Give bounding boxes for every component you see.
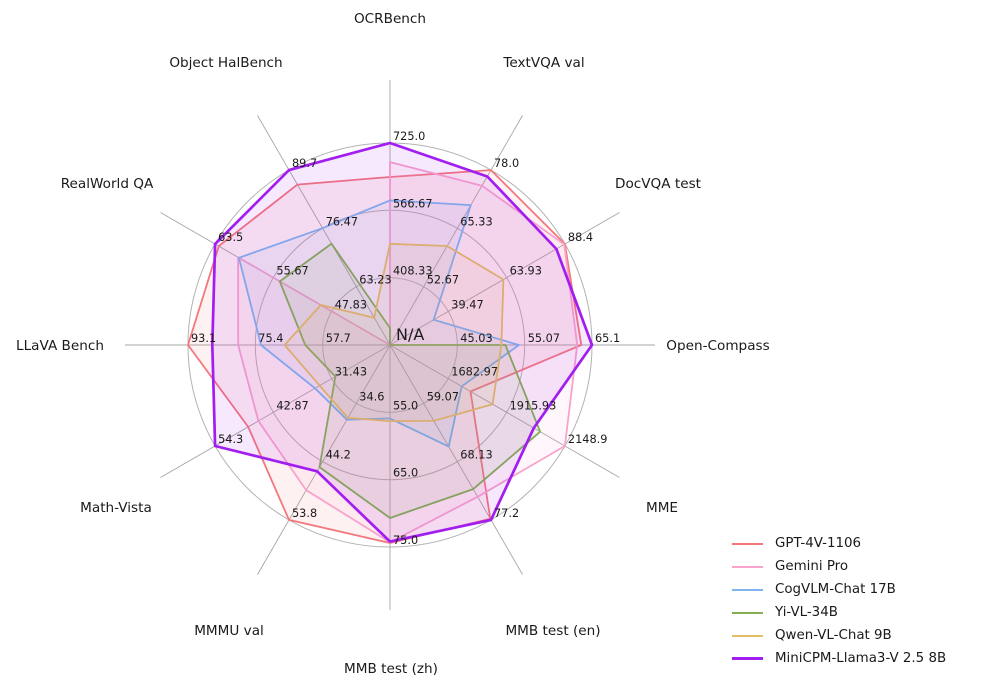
legend-item: Gemini Pro (732, 555, 946, 578)
axis-title: OCRBench (354, 11, 426, 27)
tick-label: 44.2 (326, 449, 351, 462)
legend-item: GPT-4V-1106 (732, 532, 946, 555)
axis-title: Open-Compass (666, 338, 769, 354)
series-polygon-2 (238, 199, 520, 448)
axis-title: RealWorld QA (61, 176, 154, 192)
tick-label: 2148.9 (568, 433, 608, 446)
tick-label: 78.0 (494, 157, 519, 170)
series-polygon-5 (210, 141, 594, 543)
tick-label: 76.47 (326, 215, 358, 228)
series-group (187, 141, 594, 544)
tick-label: 75.0 (393, 534, 418, 547)
series-polygon-4 (283, 242, 505, 422)
axis-spoke (389, 115, 523, 346)
legend-label: Gemini Pro (775, 559, 849, 574)
tick-label: 52.67 (427, 274, 459, 287)
legend-line-swatch (732, 542, 763, 545)
legend-line-swatch (732, 634, 763, 637)
tick-label: 566.67 (393, 197, 433, 210)
tick-label: 45.03 (460, 332, 492, 345)
legend-label: MiniCPM-Llama3-V 2.5 8B (775, 651, 947, 666)
tick-label: 31.43 (335, 366, 367, 379)
tick-label: 89.7 (292, 157, 317, 170)
tick-label: 54.3 (218, 433, 243, 446)
tick-label: 53.8 (292, 507, 317, 520)
axis-title: MMMU val (194, 623, 264, 639)
tick-label: 63.23 (359, 274, 391, 287)
tick-label: 55.0 (393, 399, 418, 412)
tick-label: 57.7 (326, 332, 351, 345)
legend-item: Yi-VL-34B (732, 601, 946, 624)
axis-spoke (389, 344, 523, 575)
axis-title: DocVQA test (615, 176, 701, 192)
tick-label: 68.13 (460, 449, 492, 462)
axis-title: TextVQA val (502, 55, 584, 71)
axis-spoke (389, 344, 620, 478)
tick-labels: 725.0 566.67 408.33 78.0 65.33 52.67 88.4 63.93… (191, 130, 620, 547)
center-na-label: N/A (396, 325, 424, 344)
axis-spoke (160, 344, 391, 478)
tick-label: 725.0 (393, 130, 425, 143)
tick-label: 63.5 (218, 231, 243, 244)
legend-item: MiniCPM-Llama3-V 2.5 8B (732, 647, 946, 670)
tick-label: 47.83 (335, 298, 367, 311)
tick-label: 77.2 (494, 507, 519, 520)
tick-label: 88.4 (568, 231, 593, 244)
tick-label: 42.87 (276, 399, 308, 412)
tick-label: 55.07 (528, 332, 560, 345)
tick-label: 39.47 (451, 298, 483, 311)
axis-titles: OCRBench TextVQA val DocVQA test Open-Compa… (16, 11, 770, 677)
legend-label: Qwen-VL-Chat 9B (775, 628, 892, 643)
tick-label: 63.93 (510, 265, 542, 278)
axis-title: Object HalBench (169, 55, 282, 71)
tick-label: 65.1 (595, 332, 620, 345)
legend-line-swatch (732, 611, 763, 614)
tick-label: 75.4 (258, 332, 283, 345)
axis-title: MMB test (en) (505, 623, 600, 639)
tick-label: 408.33 (393, 265, 433, 278)
axis-spoke (257, 115, 391, 346)
legend-line-swatch (732, 588, 763, 591)
legend-label: Yi-VL-34B (775, 605, 838, 620)
tick-label: 65.33 (460, 215, 492, 228)
tick-label: 65.0 (393, 467, 418, 480)
axis-spoke (389, 212, 620, 346)
axis-title: MME (646, 500, 678, 516)
axis-title: MMB test (zh) (344, 661, 438, 677)
legend-label: GPT-4V-1106 (775, 536, 862, 551)
legend-line-swatch (732, 565, 763, 568)
tick-label: 55.67 (276, 265, 308, 278)
tick-label: 93.1 (191, 332, 216, 345)
tick-label: 1915.93 (510, 399, 557, 412)
legend-label: CogVLM-Chat 17B (775, 582, 896, 597)
axis-title: LLaVA Bench (16, 338, 104, 354)
legend-line-swatch (732, 657, 763, 660)
tick-label: 1682.97 (451, 366, 498, 379)
legend-item: CogVLM-Chat 17B (732, 578, 946, 601)
legend: GPT-4V-1106 Gemini Pro CogVLM-Chat 17B Y… (732, 532, 946, 670)
series-polygon-3 (278, 242, 542, 519)
tick-label: 59.07 (427, 390, 459, 403)
tick-label: 34.6 (359, 390, 384, 403)
axis-title: Math-Vista (80, 500, 152, 516)
axis-spoke (257, 344, 391, 575)
legend-item: Qwen-VL-Chat 9B (732, 624, 946, 647)
